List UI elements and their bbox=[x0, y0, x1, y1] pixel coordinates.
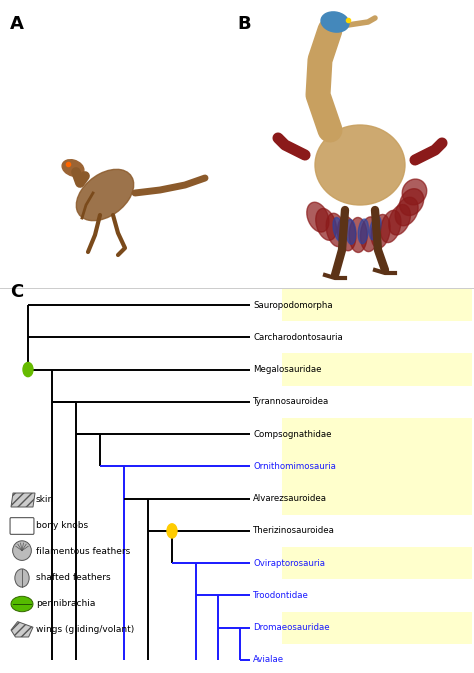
Ellipse shape bbox=[76, 170, 134, 221]
Text: Dromaeosauridae: Dromaeosauridae bbox=[253, 623, 329, 632]
FancyBboxPatch shape bbox=[10, 518, 34, 534]
Text: Troodontidae: Troodontidae bbox=[253, 591, 309, 600]
Ellipse shape bbox=[316, 209, 337, 240]
Text: A: A bbox=[10, 15, 24, 33]
Ellipse shape bbox=[326, 213, 346, 246]
Bar bbox=[282, 612, 472, 644]
Ellipse shape bbox=[369, 216, 381, 240]
Bar bbox=[282, 289, 472, 321]
Bar bbox=[282, 547, 472, 579]
Ellipse shape bbox=[62, 160, 84, 176]
Text: C: C bbox=[10, 283, 23, 301]
Ellipse shape bbox=[402, 179, 427, 205]
Ellipse shape bbox=[337, 216, 356, 251]
Ellipse shape bbox=[333, 217, 344, 242]
Circle shape bbox=[167, 524, 177, 538]
Ellipse shape bbox=[13, 541, 31, 561]
Ellipse shape bbox=[307, 202, 329, 232]
Text: Carcharodontosauria: Carcharodontosauria bbox=[253, 332, 343, 342]
Text: Megalosauridae: Megalosauridae bbox=[253, 365, 321, 374]
Ellipse shape bbox=[15, 569, 29, 587]
Text: Ornithomimosauria: Ornithomimosauria bbox=[253, 462, 336, 471]
Ellipse shape bbox=[381, 210, 401, 243]
Ellipse shape bbox=[11, 596, 33, 612]
Text: Oviraptorosauria: Oviraptorosauria bbox=[253, 559, 325, 568]
Text: Compsognathidae: Compsognathidae bbox=[253, 429, 331, 439]
Bar bbox=[282, 353, 472, 386]
Text: shafted feathers: shafted feathers bbox=[36, 573, 110, 583]
Bar bbox=[282, 483, 472, 515]
Text: wings (gliding/volant): wings (gliding/volant) bbox=[36, 625, 134, 635]
Ellipse shape bbox=[315, 125, 405, 205]
Text: bony knobs: bony knobs bbox=[36, 522, 88, 530]
Text: Alvarezsauroidea: Alvarezsauroidea bbox=[253, 494, 327, 503]
Text: Sauropodomorpha: Sauropodomorpha bbox=[253, 301, 333, 310]
Text: Therizinosauroidea: Therizinosauroidea bbox=[253, 526, 335, 536]
Text: Avialae: Avialae bbox=[253, 656, 284, 664]
Circle shape bbox=[23, 363, 33, 377]
Polygon shape bbox=[11, 493, 35, 507]
Ellipse shape bbox=[360, 217, 379, 252]
Ellipse shape bbox=[371, 215, 390, 248]
Text: filamentous feathers: filamentous feathers bbox=[36, 548, 130, 557]
Ellipse shape bbox=[395, 197, 418, 225]
Ellipse shape bbox=[358, 219, 368, 244]
Bar bbox=[282, 450, 472, 483]
Ellipse shape bbox=[389, 205, 410, 235]
Bar bbox=[282, 418, 472, 450]
Ellipse shape bbox=[346, 219, 356, 244]
Polygon shape bbox=[11, 622, 33, 637]
Text: pennibrachia: pennibrachia bbox=[36, 600, 95, 608]
Text: B: B bbox=[237, 15, 251, 33]
Text: skin: skin bbox=[36, 495, 54, 505]
Ellipse shape bbox=[349, 217, 367, 252]
Ellipse shape bbox=[400, 188, 424, 215]
Text: Tyrannosauroidea: Tyrannosauroidea bbox=[253, 397, 329, 406]
Ellipse shape bbox=[321, 12, 349, 32]
